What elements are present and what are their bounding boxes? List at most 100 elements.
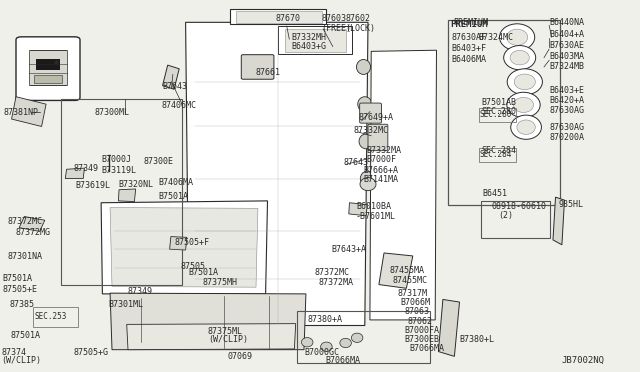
Text: B7141MA: B7141MA xyxy=(364,175,399,184)
Text: (W/CLIP): (W/CLIP) xyxy=(208,335,248,344)
Text: 87630AG: 87630AG xyxy=(549,106,584,115)
Text: B7666+A: B7666+A xyxy=(364,166,399,175)
Text: B73119L: B73119L xyxy=(101,166,136,175)
Text: 87063: 87063 xyxy=(404,307,429,316)
Text: B7501A: B7501A xyxy=(159,192,189,201)
Text: B6403+E: B6403+E xyxy=(549,86,584,95)
Text: 87661: 87661 xyxy=(256,68,281,77)
Ellipse shape xyxy=(359,134,373,149)
Text: B7000F: B7000F xyxy=(366,155,396,164)
Text: SEC.280: SEC.280 xyxy=(481,107,516,116)
Text: B6451: B6451 xyxy=(482,189,507,198)
Bar xyxy=(297,311,430,363)
Text: B7501AB: B7501AB xyxy=(481,98,516,107)
Text: B7000J: B7000J xyxy=(101,155,131,164)
Ellipse shape xyxy=(513,97,534,112)
Text: B7643+A: B7643+A xyxy=(332,245,367,254)
Ellipse shape xyxy=(358,97,372,112)
Polygon shape xyxy=(12,97,46,126)
FancyBboxPatch shape xyxy=(360,103,381,123)
Text: B7000GC: B7000GC xyxy=(304,348,339,357)
Text: 87505+E: 87505+E xyxy=(3,285,38,294)
Bar xyxy=(29,50,67,85)
Text: -B7601ML: -B7601ML xyxy=(356,212,396,221)
Text: B6420+A: B6420+A xyxy=(549,96,584,105)
Text: B7324MB: B7324MB xyxy=(549,62,584,71)
Text: B7000FA: B7000FA xyxy=(404,326,440,335)
Text: B7301ML: B7301ML xyxy=(109,300,144,309)
Ellipse shape xyxy=(351,333,363,342)
FancyBboxPatch shape xyxy=(16,37,80,100)
Text: B7320NL: B7320NL xyxy=(118,180,154,189)
Text: (FREE): (FREE) xyxy=(321,24,351,33)
Text: 87385: 87385 xyxy=(10,300,35,309)
Text: (W/CLIP): (W/CLIP) xyxy=(1,356,41,365)
Text: SEC.280: SEC.280 xyxy=(480,110,513,119)
Bar xyxy=(33,307,78,327)
Ellipse shape xyxy=(360,171,374,186)
Ellipse shape xyxy=(510,50,529,65)
Bar xyxy=(34,75,62,83)
Text: 87372MG: 87372MG xyxy=(16,228,51,237)
Polygon shape xyxy=(65,168,84,179)
Ellipse shape xyxy=(340,339,351,347)
Text: JB7002NQ: JB7002NQ xyxy=(562,356,605,365)
Ellipse shape xyxy=(301,338,313,347)
Polygon shape xyxy=(163,65,179,89)
Text: B7380+L: B7380+L xyxy=(460,335,495,344)
Text: 87062: 87062 xyxy=(407,317,432,326)
Text: SEC.253: SEC.253 xyxy=(35,312,67,321)
Text: 87332MC: 87332MC xyxy=(354,126,389,135)
Polygon shape xyxy=(230,9,326,24)
Bar xyxy=(278,26,352,54)
Text: 87349: 87349 xyxy=(128,287,153,296)
Text: 87375MH: 87375MH xyxy=(203,278,238,287)
Text: SEC.284: SEC.284 xyxy=(481,147,516,155)
Text: B7324MC: B7324MC xyxy=(479,33,514,42)
Polygon shape xyxy=(349,203,367,216)
Polygon shape xyxy=(110,293,306,350)
Text: B7332MH: B7332MH xyxy=(291,33,326,42)
Text: PREMIUM: PREMIUM xyxy=(450,20,488,29)
Ellipse shape xyxy=(499,24,535,51)
Text: 87374: 87374 xyxy=(1,348,26,357)
Bar xyxy=(479,108,516,122)
Text: B7066MA: B7066MA xyxy=(325,356,360,365)
Text: 87670: 87670 xyxy=(275,14,300,23)
Text: 87602: 87602 xyxy=(346,14,371,23)
Text: 87505+G: 87505+G xyxy=(74,348,109,357)
Text: B6404+A: B6404+A xyxy=(549,30,584,39)
Text: 87455MA: 87455MA xyxy=(389,266,424,275)
FancyBboxPatch shape xyxy=(241,55,274,79)
Text: B6403MA: B6403MA xyxy=(549,52,584,61)
Bar xyxy=(479,148,516,162)
Text: 87501A: 87501A xyxy=(10,331,40,340)
Text: 87349: 87349 xyxy=(74,164,99,173)
Text: B7332MA: B7332MA xyxy=(366,147,401,155)
Ellipse shape xyxy=(511,115,541,139)
Text: 08918-60610: 08918-60610 xyxy=(492,202,547,211)
Text: 87372MC: 87372MC xyxy=(315,268,350,277)
Polygon shape xyxy=(186,22,368,326)
Bar xyxy=(236,11,322,23)
Text: B6010BA: B6010BA xyxy=(356,202,392,211)
Text: 87300E: 87300E xyxy=(144,157,174,166)
Text: 87505+F: 87505+F xyxy=(174,238,209,247)
Text: 870200A: 870200A xyxy=(549,133,584,142)
Polygon shape xyxy=(118,189,136,202)
Ellipse shape xyxy=(517,120,535,134)
Ellipse shape xyxy=(360,177,376,190)
Text: B7501A: B7501A xyxy=(189,268,219,277)
Text: B7066MA: B7066MA xyxy=(410,344,445,353)
Polygon shape xyxy=(379,253,413,288)
Text: 87406MC: 87406MC xyxy=(162,101,197,110)
Polygon shape xyxy=(19,217,45,231)
Ellipse shape xyxy=(507,29,527,45)
Ellipse shape xyxy=(507,92,540,118)
Ellipse shape xyxy=(321,342,332,351)
Text: B7501A: B7501A xyxy=(3,275,33,283)
Text: 87649+A: 87649+A xyxy=(358,113,394,122)
Text: 87372MC: 87372MC xyxy=(8,217,43,226)
Polygon shape xyxy=(553,197,564,245)
Ellipse shape xyxy=(504,46,536,70)
